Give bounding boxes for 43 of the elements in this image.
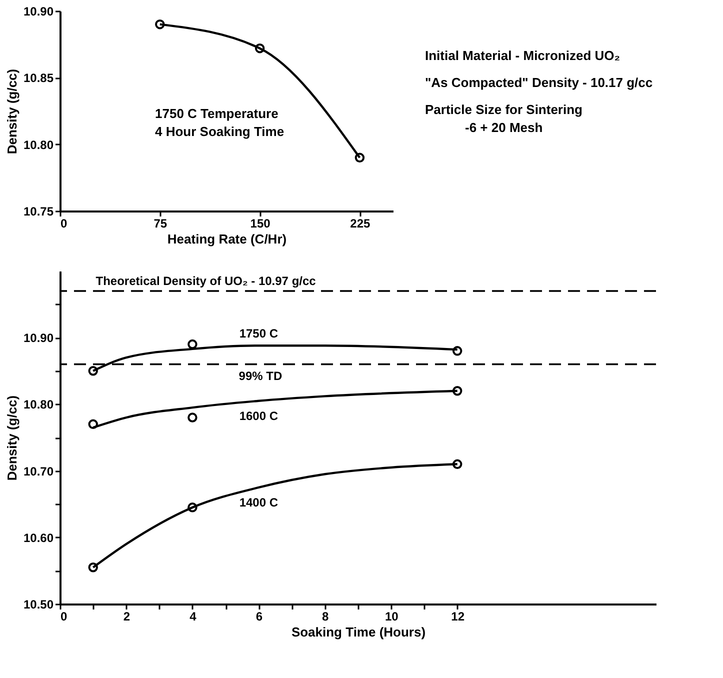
series-label: 1600 C [239,408,278,423]
x-tick-label: 8 [322,610,330,624]
x-tick-label: 4 [190,610,197,624]
x-tick-label: 6 [256,610,263,624]
x-tick-label: 0 [60,216,68,230]
point [88,419,98,430]
text: "As Compacted" Density - 10.17 g/cc [425,75,653,90]
x-tick-label: 150 [250,216,271,230]
x-tick-label: 0 [60,610,68,624]
y-tick-label: 10.85 [23,71,54,86]
line-series [92,390,458,429]
y-tick-label: 10.80 [23,398,54,412]
annotation: 1750 C Temperature [155,106,278,121]
text: Particle Size for Sintering [425,102,583,117]
point [188,339,198,350]
text: -6 + 20 Mesh [465,120,543,135]
point [188,502,198,512]
ref-line-label: 99% TD [238,369,282,384]
y-axis-title: Density (g/cc) [4,68,20,154]
series-label: 1750 C [239,326,278,341]
x-tick-label: 225 [350,216,371,230]
x-axis-title: Heating Rate (C/Hr) [167,232,287,246]
series-label: 1400 C [239,495,278,510]
annotation: 4 Hour Soaking Time [155,124,284,139]
x-axis-title: Soaking Time (Hours) [291,624,426,640]
y-tick-label: 10.80 [23,138,54,152]
point [452,346,462,356]
y-tick-label: 10.50 [23,598,54,612]
y-axis-title: Density (g/cc) [4,395,20,481]
y-tick-label: 10.90 [23,4,54,18]
y-tick-label: 10.60 [23,530,54,545]
x-tick-label: 10 [384,610,399,624]
text: Initial Material - Micronized UO₂ [425,48,620,63]
y-tick-label: 10.70 [23,464,54,478]
x-tick-label: 2 [123,610,130,624]
y-tick-label: 10.90 [23,331,54,346]
y-tick-label: 10.75 [23,204,54,218]
line-series [92,463,458,568]
x-tick-label: 12 [451,610,465,624]
point [188,412,198,422]
point [254,43,265,54]
x-tick-label: 75 [154,216,168,230]
ref-line-label: Theoretical Density of UO₂ - 10.97 g/cc [96,274,316,288]
